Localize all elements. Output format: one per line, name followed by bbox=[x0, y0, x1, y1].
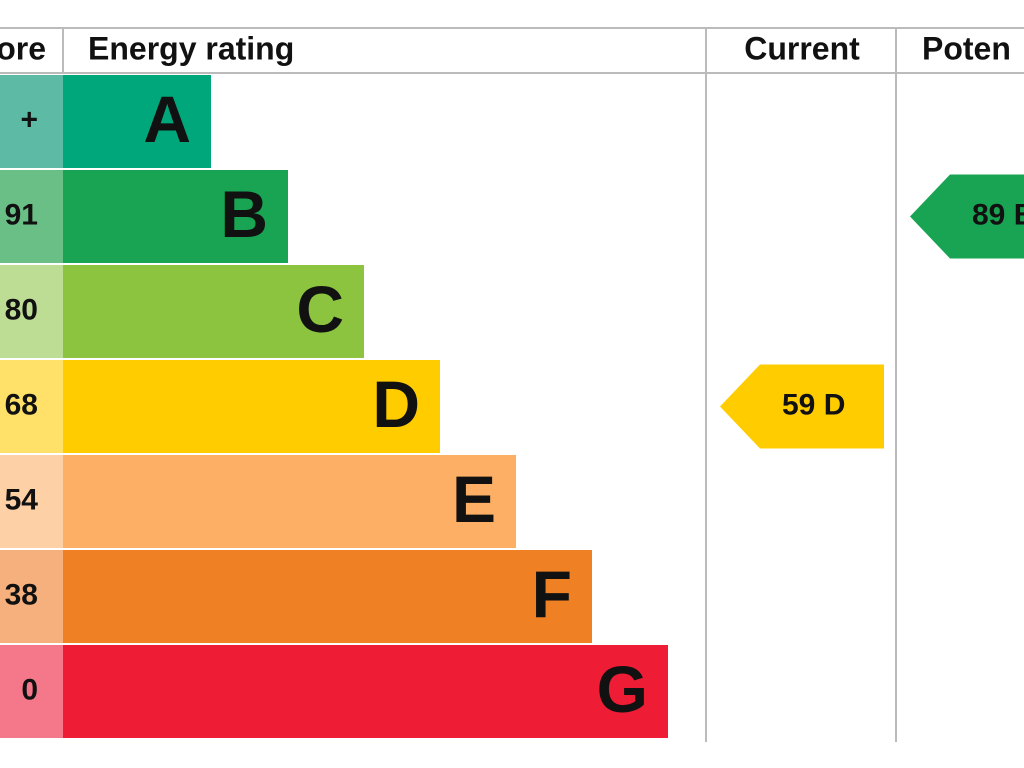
rating-bar bbox=[63, 550, 592, 643]
score-range: 91 bbox=[5, 198, 38, 231]
rating-bar bbox=[63, 455, 516, 548]
score-cell bbox=[0, 360, 63, 453]
score-range: 38 bbox=[5, 578, 38, 611]
score-cell bbox=[0, 455, 63, 548]
rating-letter: G bbox=[597, 652, 648, 726]
score-cell bbox=[0, 170, 63, 263]
rating-bar bbox=[63, 75, 211, 168]
current-arrow bbox=[720, 364, 884, 449]
rating-letter: D bbox=[372, 367, 420, 441]
rating-letter: E bbox=[452, 462, 496, 536]
rating-letter: B bbox=[220, 177, 268, 251]
score-header: ore bbox=[0, 30, 46, 66]
rating-letter: A bbox=[143, 82, 191, 156]
rating-letter: F bbox=[532, 557, 572, 631]
score-cell bbox=[0, 265, 63, 358]
current-header: Current bbox=[744, 30, 860, 66]
potential-header: Poten bbox=[922, 30, 1011, 66]
score-range: 80 bbox=[5, 293, 38, 326]
potential-label: 89 B bbox=[972, 198, 1024, 231]
score-range: + bbox=[20, 103, 38, 136]
score-range: 68 bbox=[5, 388, 38, 421]
score-range: 0 bbox=[21, 673, 38, 706]
score-cell bbox=[0, 645, 63, 738]
rating-header: Energy rating bbox=[88, 30, 294, 66]
score-range: 54 bbox=[5, 483, 39, 516]
rating-bar bbox=[63, 170, 288, 263]
rating-bar bbox=[63, 645, 668, 738]
rating-bar bbox=[63, 360, 440, 453]
rating-letter: C bbox=[296, 272, 344, 346]
score-cell bbox=[0, 550, 63, 643]
rating-bar bbox=[63, 265, 364, 358]
score-cell bbox=[0, 75, 63, 168]
potential-arrow bbox=[910, 174, 1024, 259]
current-label: 59 D bbox=[782, 388, 845, 421]
